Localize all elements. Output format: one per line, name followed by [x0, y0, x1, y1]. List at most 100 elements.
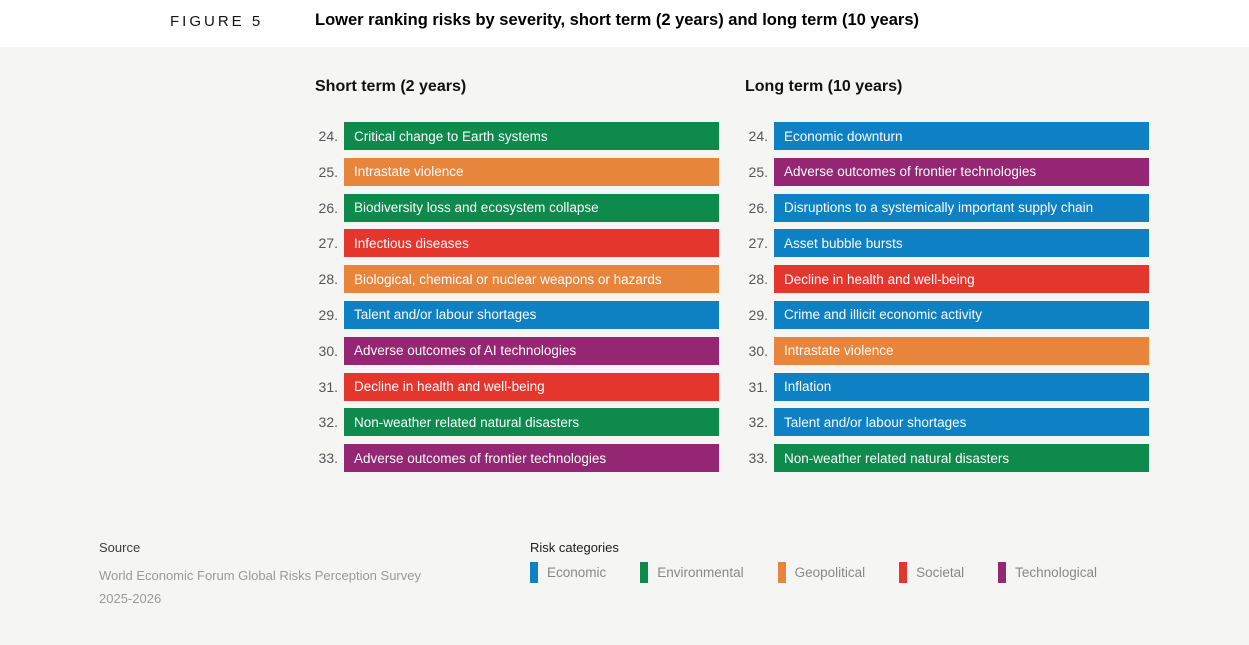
risk-bar: Adverse outcomes of AI technologies — [344, 336, 719, 365]
risk-bar-label: Disruptions to a systemically important … — [784, 200, 1094, 216]
risk-rank: 28. — [318, 271, 338, 288]
risk-row: 33. Non-weather related natural disasters — [745, 444, 1155, 473]
risk-bar-label: Infectious diseases — [354, 235, 469, 251]
risk-bar-label: Biodiversity loss and ecosystem collapse — [354, 200, 599, 216]
risk-row: 33. Adverse outcomes of frontier technolo… — [315, 444, 725, 473]
risk-rank: 25. — [748, 163, 768, 180]
risk-row: 24. Critical change to Earth systems — [315, 122, 725, 150]
risk-row: 28. Decline in health and well-being — [745, 265, 1155, 294]
risk-row: 26. Disruptions to a systemically importa… — [745, 193, 1155, 222]
legend-label: Economic — [547, 565, 607, 580]
risk-row: 30. Adverse outcomes of AI technologies — [315, 336, 725, 365]
risk-bar: Non-weather related natural disasters — [344, 408, 719, 437]
risk-rank: 27. — [748, 235, 768, 252]
risk-rank: 27. — [318, 235, 338, 252]
risk-bar: Intrastate violence — [774, 336, 1149, 365]
short-term-column-title: Short term (2 years) — [315, 78, 467, 95]
risk-bar-label: Asset bubble bursts — [784, 235, 903, 251]
risk-row: 27. Infectious diseases — [315, 229, 725, 258]
figure-header: FIGURE 5 Lower ranking risks by severity… — [0, 0, 1249, 47]
risk-rank: 32. — [748, 414, 768, 431]
risk-categories-legend: Risk categories Economic Environmental Geo… — [530, 540, 1097, 583]
risk-rank: 31. — [318, 378, 338, 395]
legend-label: Societal — [916, 565, 965, 580]
risk-rank: 24. — [318, 128, 338, 144]
figure-title: Lower ranking risks by severity, short t… — [315, 11, 920, 29]
legend-items: Economic Environmental Geopolitical Societa… — [530, 562, 1097, 583]
source-block: Source World Economic Forum Global Risks… — [99, 540, 519, 610]
risk-bar: Intrastate violence — [344, 157, 719, 186]
risk-row: 25. Intrastate violence — [315, 157, 725, 186]
short-term-rows: 24. Critical change to Earth systems 25. In… — [315, 122, 725, 473]
risk-row: 26. Biodiversity loss and ecosystem colla… — [315, 193, 725, 222]
risk-bar: Adverse outcomes of frontier technologie… — [344, 444, 719, 473]
risk-bar-label: Talent and/or labour shortages — [354, 307, 537, 323]
legend-item-societal: Societal — [899, 562, 964, 583]
legend-item-environmental: Environmental — [640, 562, 744, 583]
risk-bar-label: Decline in health and well-being — [354, 379, 545, 395]
risk-bar-label: Adverse outcomes of frontier technologie… — [354, 450, 607, 466]
risk-bar-label: Critical change to Earth systems — [354, 128, 548, 144]
risk-bar-label: Talent and/or labour shortages — [784, 414, 967, 430]
risk-bar: Decline in health and well-being — [344, 372, 719, 401]
legend-label: Technological — [1015, 565, 1097, 580]
risk-row: 31. Decline in health and well-being — [315, 372, 725, 401]
risk-bar: Economic downturn — [774, 122, 1149, 150]
risk-bar: Asset bubble bursts — [774, 229, 1149, 258]
risk-row: 32. Talent and/or labour shortages — [745, 408, 1155, 437]
risk-bar-label: Non-weather related natural disasters — [784, 450, 1010, 466]
risk-bar: Crime and illicit economic activity — [774, 300, 1149, 329]
risk-rank: 26. — [318, 199, 338, 216]
risk-rank: 29. — [748, 306, 768, 323]
risk-row: 24. Economic downturn — [745, 122, 1155, 150]
legend-swatch-icon — [998, 562, 1007, 583]
legend-item-economic: Economic — [530, 562, 606, 583]
risk-row: 25. Adverse outcomes of frontier technolo… — [745, 157, 1155, 186]
risk-rank: 33. — [318, 450, 338, 467]
legend-swatch-icon — [777, 562, 786, 583]
risk-bar-label: Crime and illicit economic activity — [784, 307, 983, 323]
legend-swatch-icon — [640, 562, 649, 583]
risk-rank: 31. — [748, 378, 768, 395]
legend-title: Risk categories — [530, 540, 619, 555]
risk-bar: Disruptions to a systemically important … — [774, 193, 1149, 222]
risk-bar: Infectious diseases — [344, 229, 719, 258]
legend-item-geopolitical: Geopolitical — [777, 562, 866, 583]
legend-label: Geopolitical — [794, 565, 866, 580]
risk-bar-label: Biological, chemical or nuclear weapons … — [354, 271, 662, 287]
risk-rank: 25. — [318, 163, 338, 180]
risk-bar-label: Adverse outcomes of AI technologies — [354, 343, 577, 359]
risk-rank: 24. — [748, 128, 768, 144]
risk-bar: Adverse outcomes of frontier technologie… — [774, 157, 1149, 186]
risk-row: 31. Inflation — [745, 372, 1155, 401]
risk-bar-label: Non-weather related natural disasters — [354, 414, 580, 430]
risk-bar: Decline in health and well-being — [774, 265, 1149, 294]
source-label: Source — [99, 540, 141, 555]
risk-bar: Biological, chemical or nuclear weapons … — [344, 265, 719, 294]
risk-rank: 32. — [318, 414, 338, 431]
risk-bar: Talent and/or labour shortages — [344, 300, 719, 329]
risk-bar: Critical change to Earth systems — [344, 122, 719, 150]
risk-bar: Talent and/or labour shortages — [774, 408, 1149, 437]
source-line-2: 2025-2026 — [99, 591, 162, 606]
legend-swatch-icon — [899, 562, 908, 583]
risk-bar: Biodiversity loss and ecosystem collapse — [344, 193, 719, 222]
risk-row: 29. Crime and illicit economic activity — [745, 300, 1155, 329]
risk-bar-label: Intrastate violence — [354, 164, 464, 180]
risk-bar-label: Economic downturn — [784, 128, 903, 144]
risk-rank: 30. — [318, 342, 338, 359]
legend-label: Environmental — [657, 565, 744, 580]
risk-bar-label: Intrastate violence — [784, 343, 894, 359]
risk-rank: 26. — [748, 199, 768, 216]
risk-row: 32. Non-weather related natural disasters — [315, 408, 725, 437]
risk-bar: Non-weather related natural disasters — [774, 444, 1149, 473]
figure-number-label: FIGURE 5 — [170, 13, 264, 30]
risk-bar-label: Adverse outcomes of frontier technologie… — [784, 164, 1037, 180]
legend-swatch-icon — [530, 562, 538, 583]
risk-bar-label: Inflation — [784, 379, 832, 395]
risk-rank: 33. — [748, 450, 768, 467]
risk-row: 27. Asset bubble bursts — [745, 229, 1155, 258]
risk-bar-label: Decline in health and well-being — [784, 271, 975, 287]
source-line-1: World Economic Forum Global Risks Percep… — [99, 568, 421, 583]
